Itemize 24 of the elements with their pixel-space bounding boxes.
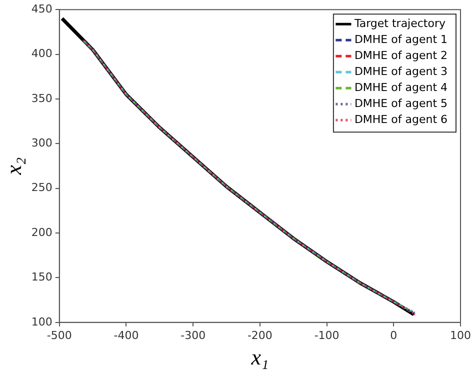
x-axis-title: x₁ [250, 344, 269, 370]
y-tick-label: 350 [31, 92, 52, 105]
y-axis-title: x₂ [0, 156, 26, 176]
y-tick-label: 400 [31, 47, 52, 60]
x-tick-label: 100 [450, 328, 471, 342]
y-tick-label: 300 [31, 136, 52, 150]
x-tick-label: 0 [390, 328, 398, 342]
y-tick-label: 150 [31, 270, 52, 284]
legend-label: DMHE of agent 3 [354, 64, 448, 78]
legend-label: DMHE of agent 6 [354, 112, 448, 126]
legend-label: DMHE of agent 1 [354, 32, 448, 46]
legend-label: Target trajectory [353, 16, 446, 30]
legend-label: DMHE of agent 2 [354, 48, 448, 62]
x-tick-label: -400 [114, 328, 139, 342]
legend-label: DMHE of agent 4 [354, 80, 448, 94]
y-tick-label: 250 [31, 181, 52, 194]
y-tick-label: 450 [31, 2, 52, 16]
legend-label: DMHE of agent 5 [354, 96, 448, 110]
y-tick-label: 100 [31, 315, 52, 328]
x-tick-label: -200 [247, 328, 272, 342]
x-tick-label: -300 [180, 328, 206, 342]
y-tick-label: 200 [31, 226, 52, 239]
x-tick-label: -100 [314, 328, 340, 342]
x-tick-label: -500 [46, 328, 72, 342]
